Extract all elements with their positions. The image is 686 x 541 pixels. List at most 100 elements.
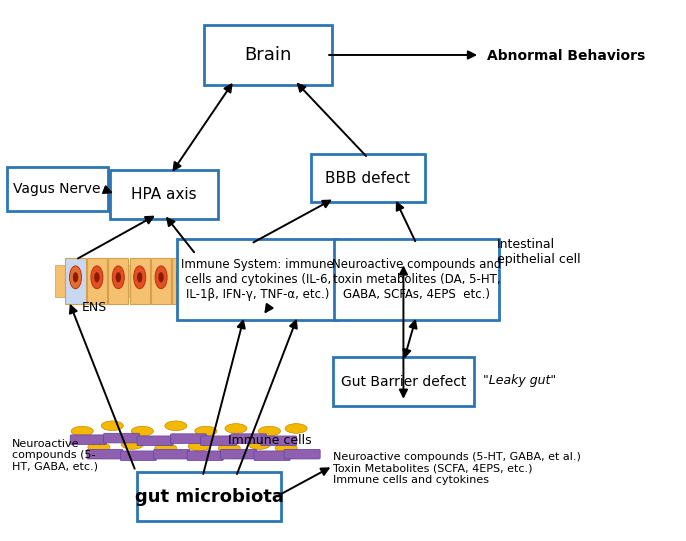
- Bar: [194, 258, 214, 304]
- Text: Neuroactive compounds (5-HT, GABA, et al.)
Toxin Metabolites (SCFA, 4EPS, etc.)
: Neuroactive compounds (5-HT, GABA, et al…: [333, 452, 581, 485]
- Bar: [467, 258, 487, 304]
- Bar: [56, 265, 486, 297]
- Ellipse shape: [116, 272, 121, 282]
- Ellipse shape: [329, 272, 335, 282]
- Ellipse shape: [265, 272, 271, 282]
- Text: HPA axis: HPA axis: [131, 187, 197, 202]
- Ellipse shape: [327, 266, 338, 289]
- Bar: [237, 258, 257, 304]
- Text: Gut Barrier defect: Gut Barrier defect: [341, 374, 466, 388]
- Text: BBB defect: BBB defect: [325, 170, 410, 186]
- Ellipse shape: [73, 272, 78, 282]
- Bar: [258, 258, 278, 304]
- Text: Vagus Nerve: Vagus Nerve: [14, 182, 101, 196]
- Ellipse shape: [137, 272, 143, 282]
- Ellipse shape: [88, 443, 110, 452]
- Ellipse shape: [432, 272, 437, 282]
- Ellipse shape: [407, 266, 419, 289]
- Ellipse shape: [134, 266, 145, 289]
- Ellipse shape: [121, 440, 143, 450]
- Ellipse shape: [411, 272, 415, 282]
- FancyBboxPatch shape: [187, 451, 223, 460]
- Bar: [446, 258, 466, 304]
- Ellipse shape: [102, 421, 123, 431]
- Bar: [279, 258, 300, 304]
- Ellipse shape: [69, 266, 82, 289]
- Ellipse shape: [71, 426, 93, 436]
- Ellipse shape: [262, 266, 274, 289]
- Ellipse shape: [180, 272, 185, 282]
- Text: Neuroactive
compounds (5-
HT, GABA, etc.): Neuroactive compounds (5- HT, GABA, etc.…: [12, 439, 98, 472]
- Text: "Leaky gut": "Leaky gut": [484, 374, 556, 387]
- Ellipse shape: [453, 272, 458, 282]
- FancyBboxPatch shape: [221, 450, 257, 459]
- FancyBboxPatch shape: [137, 472, 281, 521]
- FancyBboxPatch shape: [204, 25, 331, 85]
- Ellipse shape: [198, 266, 210, 289]
- Bar: [215, 258, 235, 304]
- Text: Neuroactive compounds and
toxin metabolites (DA, 5-HT,
GABA, SCFAs, 4EPS  etc.): Neuroactive compounds and toxin metaboli…: [332, 259, 501, 301]
- Ellipse shape: [244, 272, 250, 282]
- Ellipse shape: [259, 426, 281, 436]
- Bar: [65, 258, 86, 304]
- Ellipse shape: [372, 272, 378, 282]
- Ellipse shape: [248, 440, 270, 450]
- Ellipse shape: [94, 272, 99, 282]
- Ellipse shape: [113, 266, 124, 289]
- Bar: [425, 258, 445, 304]
- FancyBboxPatch shape: [120, 451, 156, 460]
- Ellipse shape: [475, 272, 480, 282]
- FancyBboxPatch shape: [137, 436, 173, 446]
- Ellipse shape: [220, 266, 231, 289]
- Text: ENS: ENS: [82, 301, 108, 314]
- FancyBboxPatch shape: [87, 450, 123, 459]
- Ellipse shape: [131, 426, 154, 436]
- Bar: [87, 258, 107, 304]
- Text: Brain: Brain: [244, 46, 292, 64]
- Text: Intestinal
epithelial cell: Intestinal epithelial cell: [497, 237, 580, 266]
- FancyBboxPatch shape: [333, 357, 474, 406]
- FancyBboxPatch shape: [104, 433, 140, 443]
- Bar: [322, 258, 342, 304]
- Bar: [172, 258, 193, 304]
- Bar: [300, 258, 321, 304]
- Ellipse shape: [188, 441, 210, 451]
- Ellipse shape: [91, 266, 103, 289]
- Text: Abnormal Behaviors: Abnormal Behaviors: [486, 49, 645, 63]
- Ellipse shape: [450, 266, 462, 289]
- Ellipse shape: [348, 266, 359, 289]
- FancyBboxPatch shape: [177, 240, 338, 320]
- FancyBboxPatch shape: [170, 434, 206, 444]
- Ellipse shape: [287, 272, 292, 282]
- Ellipse shape: [471, 266, 484, 289]
- Bar: [151, 258, 171, 304]
- FancyBboxPatch shape: [284, 450, 320, 459]
- Bar: [403, 258, 423, 304]
- FancyBboxPatch shape: [230, 434, 267, 444]
- Bar: [316, 258, 333, 304]
- Ellipse shape: [322, 272, 327, 282]
- Ellipse shape: [283, 266, 296, 289]
- Ellipse shape: [369, 266, 381, 289]
- FancyBboxPatch shape: [154, 450, 190, 459]
- Ellipse shape: [241, 266, 252, 289]
- Ellipse shape: [225, 424, 247, 433]
- Ellipse shape: [165, 421, 187, 431]
- Bar: [130, 258, 150, 304]
- Ellipse shape: [201, 272, 206, 282]
- Text: Immune cells: Immune cells: [228, 434, 311, 447]
- Ellipse shape: [351, 272, 356, 282]
- Ellipse shape: [308, 272, 314, 282]
- Ellipse shape: [285, 424, 307, 433]
- FancyBboxPatch shape: [334, 240, 499, 320]
- Bar: [344, 258, 364, 304]
- Ellipse shape: [305, 266, 317, 289]
- Text: gut microbiota: gut microbiota: [134, 488, 283, 506]
- Text: Immune System: immune
cells and cytokines (IL-6,
IL-1β, IFN-γ, TNF-α, etc.): Immune System: immune cells and cytokine…: [181, 259, 334, 301]
- Ellipse shape: [155, 266, 167, 289]
- Ellipse shape: [158, 272, 164, 282]
- Ellipse shape: [218, 444, 240, 453]
- Ellipse shape: [319, 266, 330, 288]
- FancyBboxPatch shape: [7, 167, 108, 210]
- Ellipse shape: [275, 444, 297, 453]
